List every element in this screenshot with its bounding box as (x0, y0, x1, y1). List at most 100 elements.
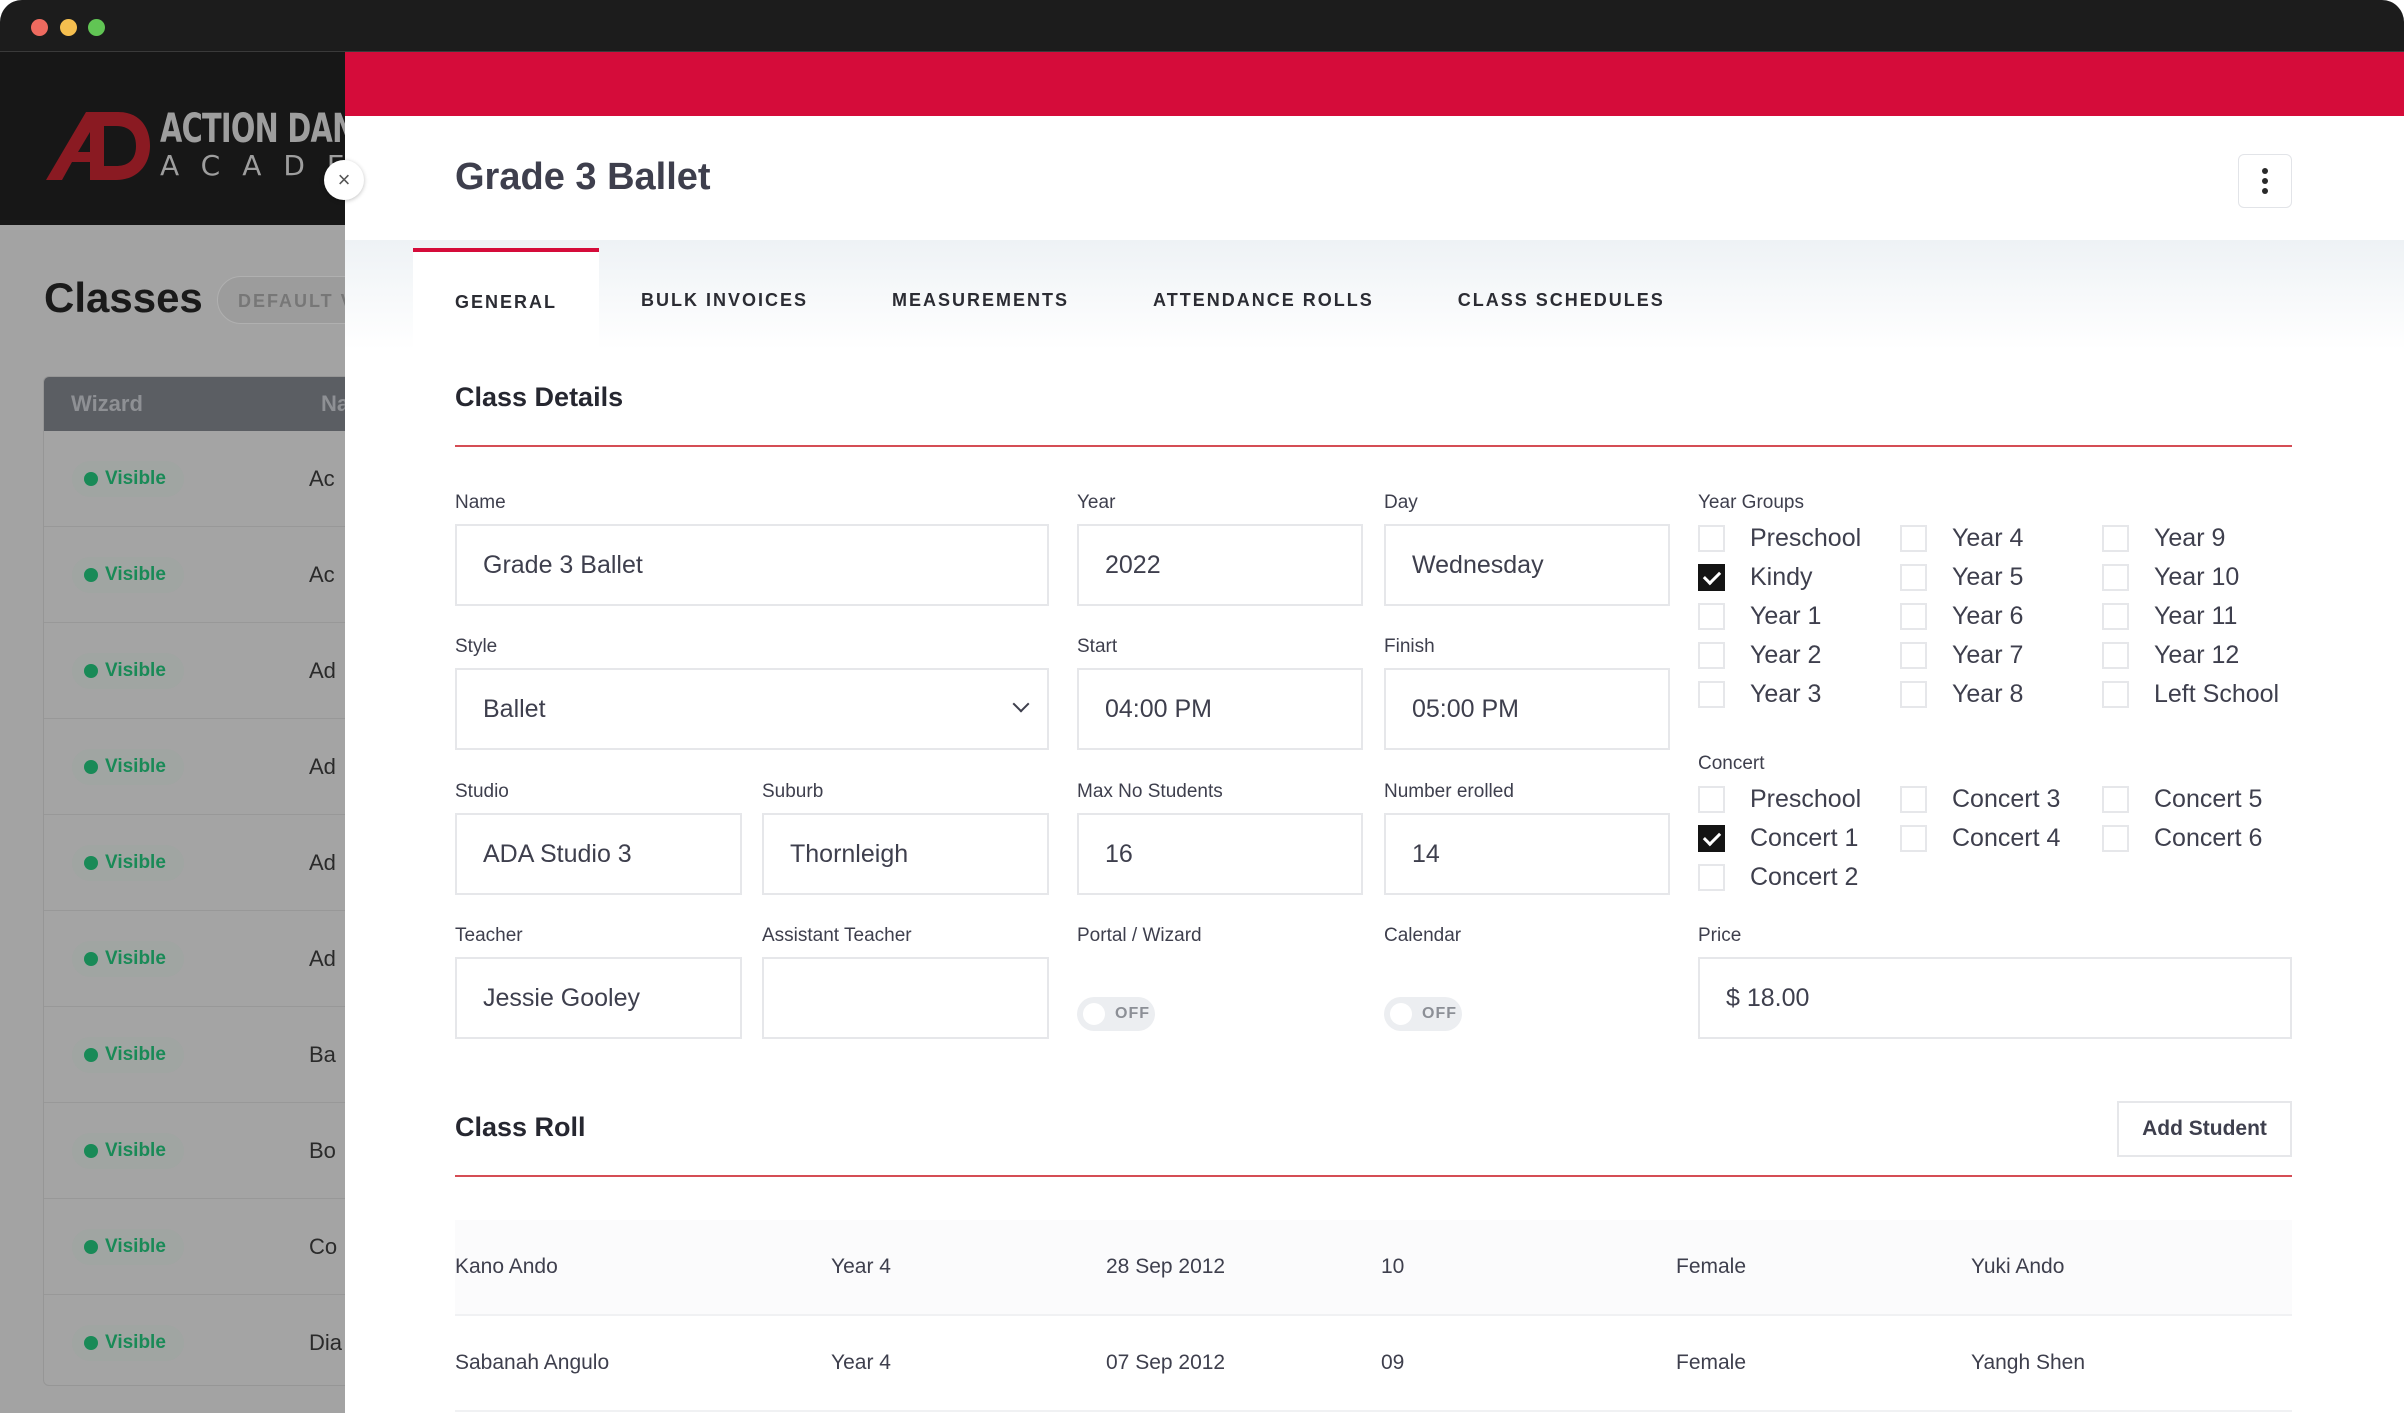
max-students-input[interactable]: 16 (1077, 813, 1363, 895)
checkbox-year-6[interactable]: Year 6 (1900, 602, 2102, 630)
checkbox-concert-preschool[interactable]: Preschool (1698, 785, 1900, 813)
checkbox-box[interactable] (2102, 563, 2129, 591)
table-row[interactable]: Visible Ad (44, 911, 362, 1007)
table-row[interactable]: Kano Ando Year 4 28 Sep 2012 10 Female Y… (455, 1220, 2292, 1316)
checkbox-box[interactable] (2102, 602, 2129, 630)
checkbox-box[interactable] (1698, 524, 1725, 552)
class-name: Ad (309, 849, 336, 875)
checkbox-left-school[interactable]: Left School (2102, 680, 2304, 708)
suburb-input[interactable]: Thornleigh (762, 813, 1049, 895)
start-time-input[interactable]: 04:00 PM (1077, 668, 1363, 750)
checkbox-year-8[interactable]: Year 8 (1900, 680, 2102, 708)
suburb-label: Suburb (762, 781, 824, 802)
checkbox-box[interactable] (2102, 524, 2129, 552)
checkbox-year-11[interactable]: Year 11 (2102, 602, 2304, 630)
window-maximize-button[interactable] (88, 19, 105, 36)
checkbox-label: Year 4 (1952, 523, 2024, 552)
checkbox-box[interactable] (1900, 680, 1927, 708)
checkbox-label: Concert 3 (1952, 784, 2061, 813)
table-row[interactable]: Visible Dia (44, 1295, 362, 1385)
checkbox-box[interactable] (1900, 602, 1927, 630)
checkbox-box[interactable] (1900, 641, 1927, 669)
checkbox-concert-3[interactable]: Concert 3 (1900, 784, 2102, 813)
max-students-label: Max No Students (1077, 781, 1223, 802)
table-row[interactable]: Visible Bo (44, 1103, 362, 1199)
checkbox-kindy[interactable]: Kindy (1698, 563, 1900, 591)
status-dot-icon (84, 951, 98, 966)
column-header-wizard[interactable]: Wizard (71, 391, 143, 416)
checkbox-concert-4[interactable]: Concert 4 (1900, 824, 2102, 852)
price-input[interactable]: $ 18.00 (1698, 957, 2292, 1039)
checkbox-box[interactable] (1900, 824, 1927, 852)
status-label: Visible (105, 1043, 166, 1065)
table-row[interactable]: Sabanah Angulo Year 4 07 Sep 2012 09 Fem… (455, 1316, 2292, 1412)
portal-wizard-toggle[interactable]: OFF (1077, 997, 1155, 1031)
more-options-button[interactable] (2238, 154, 2292, 208)
table-row[interactable]: Visible Ad (44, 623, 362, 719)
checkbox-box[interactable] (2102, 785, 2129, 813)
checkbox-year-2[interactable]: Year 2 (1698, 641, 1900, 669)
checkmark-icon[interactable] (1698, 824, 1725, 852)
assistant-teacher-input[interactable] (762, 957, 1049, 1039)
checkbox-box[interactable] (2102, 641, 2129, 669)
table-row[interactable]: Visible Ad (44, 719, 362, 815)
checkbox-concert-5[interactable]: Concert 5 (2102, 785, 2304, 813)
tab-class-schedules[interactable]: CLASS SCHEDULES (1457, 290, 1665, 310)
tab-attendance-rolls[interactable]: ATTENDANCE ROLLS (1153, 290, 1374, 310)
checkbox-preschool[interactable]: Preschool (1698, 524, 1900, 552)
checkbox-concert-1[interactable]: Concert 1 (1698, 824, 1900, 852)
style-select[interactable]: Ballet (455, 668, 1049, 750)
checkbox-year-1[interactable]: Year 1 (1698, 601, 1900, 630)
checkmark-icon[interactable] (1698, 563, 1725, 591)
checkbox-year-9[interactable]: Year 9 (2102, 524, 2304, 552)
table-row[interactable]: Visible Ba (44, 1007, 362, 1103)
window-minimize-button[interactable] (60, 19, 77, 36)
table-row[interactable]: Visible Co (44, 1199, 362, 1295)
tab-measurements[interactable]: MEASUREMENTS (892, 290, 1070, 310)
checkbox-box[interactable] (1698, 680, 1725, 708)
column-header-name[interactable]: Na (321, 391, 350, 416)
close-panel-button[interactable]: × (324, 160, 364, 200)
table-row[interactable]: Visible Ac (44, 431, 362, 527)
calendar-label: Calendar (1384, 925, 1462, 946)
studio-input[interactable]: ADA Studio 3 (455, 813, 742, 895)
year-label: Year (1077, 492, 1116, 513)
add-student-button[interactable]: Add Student (2117, 1101, 2292, 1157)
checkbox-year-3[interactable]: Year 3 (1698, 680, 1900, 708)
checkbox-year-4[interactable]: Year 4 (1900, 523, 2102, 552)
checkbox-concert-6[interactable]: Concert 6 (2102, 824, 2304, 852)
finish-time-input[interactable]: 05:00 PM (1384, 668, 1670, 750)
checkbox-box[interactable] (1900, 563, 1927, 591)
name-input[interactable]: Grade 3 Ballet (455, 524, 1049, 606)
checkbox-year-10[interactable]: Year 10 (2102, 563, 2304, 591)
number-enrolled-input[interactable]: 14 (1384, 813, 1670, 895)
checkbox-year-7[interactable]: Year 7 (1900, 641, 2102, 669)
tab-general[interactable]: GENERAL (413, 248, 600, 353)
class-detail-panel: Grade 3 Ballet GENERAL BULK INVOICES MEA… (345, 52, 2404, 1413)
checkbox-box[interactable] (1698, 602, 1725, 630)
checkbox-box[interactable] (1698, 863, 1725, 891)
teacher-input[interactable]: Jessie Gooley (455, 957, 742, 1039)
checkbox-box[interactable] (1698, 641, 1725, 669)
tab-bulk-invoices[interactable]: BULK INVOICES (641, 290, 809, 310)
checkbox-box[interactable] (1698, 785, 1725, 813)
table-row[interactable]: Visible Ad (44, 815, 362, 911)
checkbox-box[interactable] (2102, 824, 2129, 852)
checkbox-year-5[interactable]: Year 5 (1900, 563, 2102, 591)
year-groups-checkboxes: Preschool Year 4 Year 9 Kindy Year 5 Yea… (1698, 523, 2304, 708)
status-badge: Visible (72, 1228, 184, 1265)
checkbox-box[interactable] (2102, 680, 2129, 708)
checkbox-year-12[interactable]: Year 12 (2102, 641, 2304, 669)
checkbox-concert-2[interactable]: Concert 2 (1698, 863, 1900, 891)
year-input[interactable]: 2022 (1077, 524, 1363, 606)
student-dob: 28 Sep 2012 (1106, 1255, 1226, 1278)
status-label: Visible (105, 659, 166, 681)
checkbox-box[interactable] (1900, 524, 1927, 552)
checkbox-label: Year 1 (1750, 601, 1822, 630)
table-row[interactable]: Visible Ac (44, 527, 362, 623)
status-badge: Visible (72, 748, 184, 785)
window-close-button[interactable] (31, 19, 48, 36)
checkbox-box[interactable] (1900, 785, 1927, 813)
day-input[interactable]: Wednesday (1384, 524, 1670, 606)
calendar-toggle[interactable]: OFF (1384, 997, 1462, 1031)
